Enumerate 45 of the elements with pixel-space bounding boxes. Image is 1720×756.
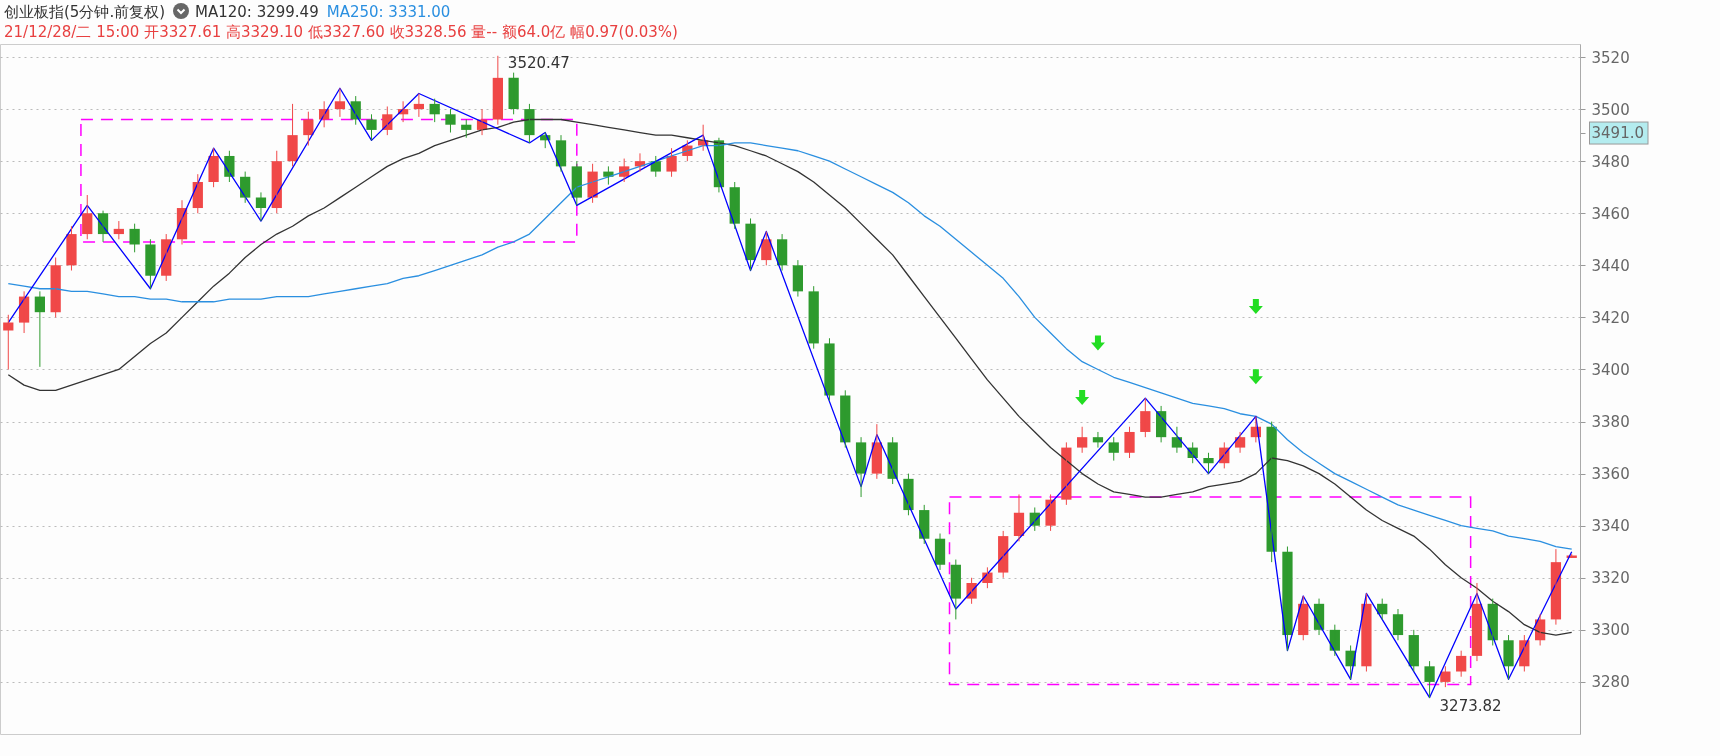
y-tick-label: 3520	[1591, 48, 1630, 67]
candlestick	[145, 238, 156, 290]
chart-subtitle: 21/12/28/二 15:00 开3327.61 高3329.10 低3327.60 收3328.56 量-- 额64.0亿 幅0.97(0.03%)	[4, 22, 679, 42]
text: MA120: 3299.49	[195, 3, 319, 21]
y-tick-label: 3400	[1591, 360, 1630, 379]
candlestick	[666, 147, 677, 178]
candlestick	[903, 473, 914, 516]
y-tick-label: 3340	[1591, 517, 1630, 536]
candlestick	[1045, 493, 1056, 532]
annotation: 3273.82	[1439, 697, 1502, 716]
line-series	[7, 142, 1573, 550]
y-tick-label: 3320	[1591, 569, 1630, 588]
y-tick-label: 3460	[1591, 204, 1630, 223]
candlestick	[1456, 650, 1467, 678]
candlestick	[208, 147, 219, 188]
candlestick	[287, 103, 298, 167]
candlestick	[1203, 452, 1214, 475]
candlestick	[1440, 665, 1451, 688]
y-tick-label: 3420	[1591, 308, 1630, 327]
y-tick-label: 3280	[1591, 673, 1630, 692]
candlestick	[1124, 426, 1135, 459]
y-tick-label: 3300	[1591, 621, 1630, 640]
candlestick	[745, 217, 756, 272]
candlestick	[824, 337, 835, 402]
candlestick	[129, 223, 140, 253]
y-tick-label: 3360	[1591, 465, 1630, 484]
candlestick	[1108, 436, 1119, 462]
text: MA250: 3331.00	[326, 3, 451, 21]
candlestick	[1424, 660, 1435, 699]
candlestick	[524, 103, 535, 144]
candlestick	[445, 108, 456, 134]
y-tick-label: 3440	[1591, 256, 1630, 275]
y-tick-label: 3380	[1591, 413, 1630, 432]
chart-title: 创业板指(5分钟.前复权)	[4, 3, 166, 21]
annotation: 3520.47	[507, 53, 570, 72]
y-tick-label: 3480	[1591, 152, 1630, 171]
candlestick	[224, 150, 235, 183]
candlestick	[366, 113, 377, 141]
y-tick-label: 3500	[1591, 100, 1630, 119]
candlestick	[1077, 426, 1088, 454]
candlestick	[66, 225, 77, 272]
y-tick-label: 3491.0	[1591, 124, 1644, 143]
candlestick	[1282, 546, 1293, 652]
candlestick	[1503, 634, 1514, 680]
candlestick	[1361, 592, 1372, 673]
